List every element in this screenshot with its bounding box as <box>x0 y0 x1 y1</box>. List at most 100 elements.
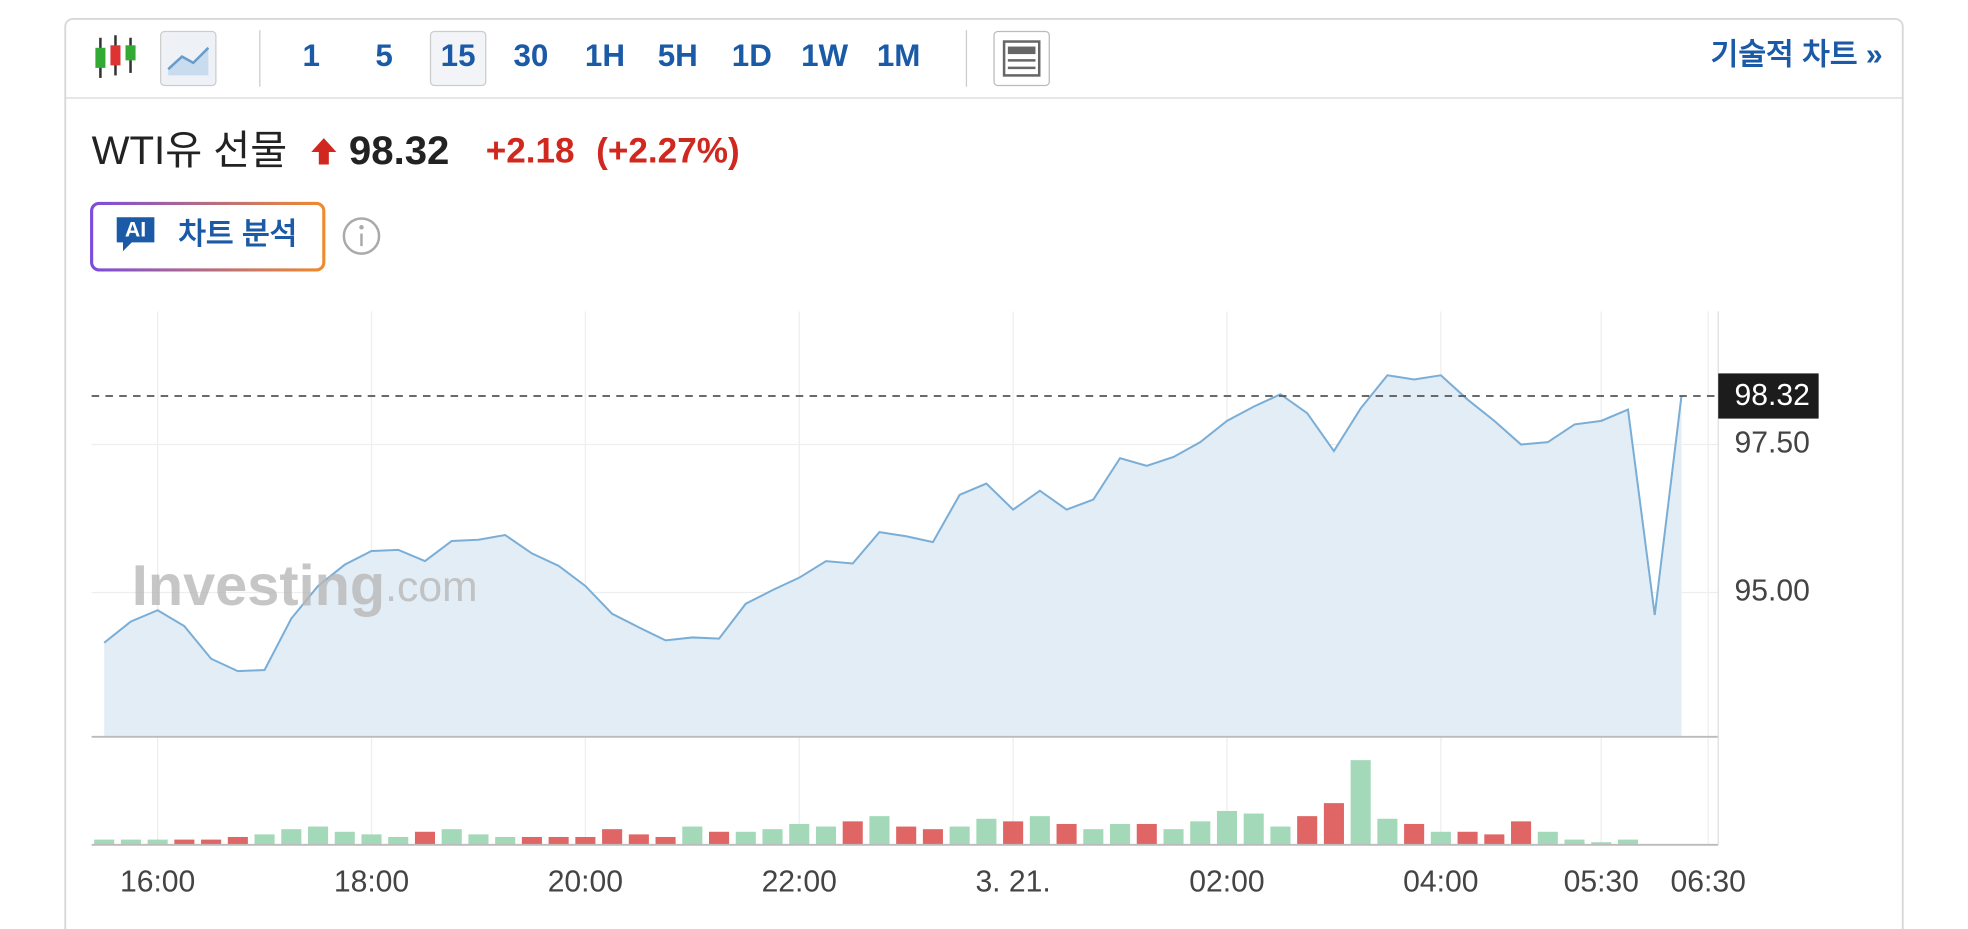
interval-button[interactable]: 1D <box>732 38 772 73</box>
volume-bar <box>1404 823 1425 845</box>
news-icon[interactable] <box>993 30 1050 87</box>
x-tick-label: 04:00 <box>1403 866 1478 899</box>
volume-bar <box>1056 823 1077 845</box>
x-tick-label: 22:00 <box>762 866 837 899</box>
volume-bar <box>762 829 783 845</box>
x-tick-label: 05:30 <box>1564 866 1639 899</box>
volume-bar <box>628 834 649 845</box>
price-line <box>103 374 1683 673</box>
volume-bar <box>414 831 436 845</box>
volume-bar <box>1591 842 1612 845</box>
volume-bar <box>147 839 168 845</box>
volume-bar <box>1511 821 1532 845</box>
volume-bar <box>735 831 756 845</box>
info-icon[interactable] <box>342 217 381 255</box>
interval-button[interactable]: 1H <box>585 38 625 73</box>
volume-bar <box>468 834 489 845</box>
technical-chart-link[interactable]: 기술적 차트 » <box>1711 39 1883 72</box>
volume-bar <box>842 821 863 845</box>
ai-badge: AI <box>125 218 146 242</box>
volume-bar <box>949 826 970 845</box>
ai-label: 차트 분석 <box>178 218 297 251</box>
volume-bar <box>388 836 409 845</box>
volume-bar <box>896 826 917 845</box>
volume-bar <box>281 829 302 845</box>
volume-bar <box>655 836 676 845</box>
volume-bar <box>976 818 997 845</box>
volume-bar <box>922 829 943 845</box>
volume-bar <box>120 839 141 845</box>
last-price-label: 98.32 <box>1735 379 1810 412</box>
volume-bar <box>308 826 329 845</box>
volume-bar <box>1564 839 1585 845</box>
volume-bar <box>361 834 382 845</box>
volume-bar <box>227 836 248 845</box>
volume-bar <box>1323 803 1344 845</box>
volume-bar <box>1243 813 1264 845</box>
area <box>104 375 1682 737</box>
interval-button[interactable]: 15 <box>441 38 476 73</box>
volume-bar <box>682 826 703 845</box>
x-tick-label: 06:30 <box>1671 866 1746 899</box>
volume-bar <box>441 829 462 845</box>
x-tick-label: 3. 21. <box>975 866 1050 899</box>
volume-bar <box>1083 829 1104 845</box>
volume-bar <box>575 836 596 845</box>
volume-bar <box>1350 760 1371 845</box>
x-tick-label: 18:00 <box>334 866 409 899</box>
volume-bar <box>201 839 222 845</box>
interval-button[interactable]: 30 <box>513 38 548 73</box>
volume-bar <box>1270 826 1291 845</box>
volume-bar <box>1163 829 1184 845</box>
x-tick-label: 20:00 <box>548 866 623 899</box>
volume-bar <box>1430 831 1451 845</box>
candle-icon[interactable] <box>95 35 136 78</box>
volume-bar <box>1136 823 1157 845</box>
volume-bar <box>1216 810 1238 845</box>
volume-bar <box>1484 834 1505 845</box>
area-icon[interactable] <box>160 30 217 87</box>
x-tick-label: 16:00 <box>120 866 195 899</box>
volume-bar <box>1110 823 1131 845</box>
volume-bar <box>174 839 195 845</box>
price-change: +2.18 <box>486 132 575 171</box>
y-tick-label: 97.50 <box>1735 426 1810 459</box>
last-price-box <box>1718 373 1819 419</box>
y-tick-label: 95.00 <box>1735 574 1810 607</box>
interval-button[interactable]: 5H <box>658 38 698 73</box>
watermark-brand: Investing <box>132 554 385 618</box>
volume-bar <box>1457 831 1478 845</box>
interval-button[interactable]: 1W <box>801 38 848 73</box>
volume-bar <box>1190 821 1211 845</box>
instrument-name: WTI유 선물 <box>92 128 288 173</box>
up-arrow <box>311 138 337 165</box>
watermark: Investing.com <box>132 554 478 618</box>
volume-bar <box>548 836 569 845</box>
volume-bar <box>602 829 623 845</box>
volume-bar <box>1537 831 1558 845</box>
interval-button[interactable]: 1 <box>303 38 320 73</box>
price-change-pct: (+2.27%) <box>596 132 740 171</box>
volume-bar <box>1029 816 1050 845</box>
volume-bar <box>1617 839 1639 845</box>
watermark-suffix: .com <box>385 563 477 611</box>
volume-bar <box>1297 816 1318 845</box>
volume-bar <box>1003 821 1024 845</box>
volume-bar <box>254 834 275 845</box>
interval-button[interactable]: 5 <box>375 38 392 73</box>
last-price: 98.32 <box>349 128 450 173</box>
volume-bar <box>495 836 516 845</box>
volume-bar <box>789 823 810 845</box>
interval-button[interactable]: 1M <box>877 38 921 73</box>
volume-bar <box>709 831 730 845</box>
x-tick-label: 02:00 <box>1189 866 1264 899</box>
volume-bar <box>521 836 542 845</box>
ai-button[interactable]: AI 차트 분석 <box>90 201 326 272</box>
volume-bar <box>94 839 115 845</box>
volume-bar <box>1377 818 1398 845</box>
volume-bar <box>334 831 355 845</box>
volume-bar <box>815 826 837 845</box>
selected-interval <box>429 30 487 87</box>
